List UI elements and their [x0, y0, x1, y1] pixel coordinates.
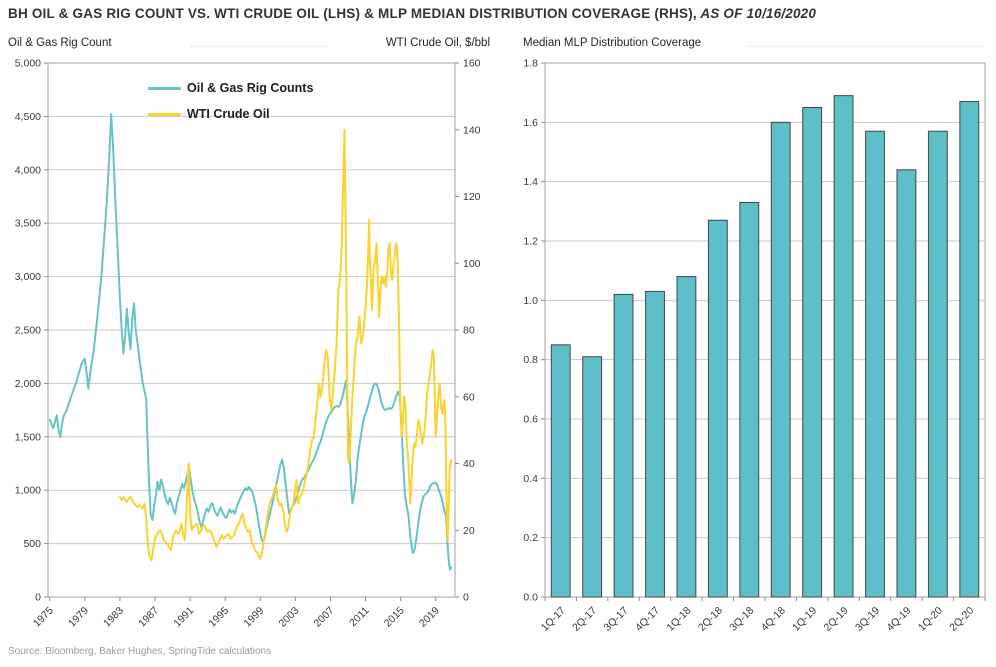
right-axis-label: 0 — [463, 592, 469, 604]
coverage-bar — [865, 130, 885, 598]
coverage-bar — [645, 290, 665, 598]
x-axis-label: 1Q-17 — [539, 605, 568, 634]
source-note: Source: Bloomberg, Baker Hughes, SpringT… — [8, 646, 272, 657]
x-axis-label: 2007 — [312, 605, 337, 630]
x-axis-label: 1987 — [136, 605, 161, 630]
x-axis-label: 2003 — [276, 605, 301, 630]
x-axis-label: 4Q-18 — [759, 605, 788, 634]
x-axis-label: 1995 — [206, 605, 231, 630]
coverage-bar — [707, 219, 728, 598]
left-chart-right-axis-title: WTI Crude Oil, $/bbl — [385, 37, 490, 49]
y-axis-label: 5,000 — [15, 58, 41, 70]
coverage-bar — [613, 293, 634, 598]
left-chart-title: Oil & Gas Rig Count — [8, 37, 112, 49]
coverage-bar — [770, 121, 791, 598]
y-axis-label: 1.2 — [523, 236, 538, 248]
coverage-bar — [582, 356, 603, 598]
dotted-leader — [748, 46, 984, 47]
x-axis-label: 1999 — [241, 605, 266, 630]
plot-border — [544, 62, 986, 598]
coverage-bar — [802, 107, 823, 598]
page-title-asof: AS OF 10/16/2020 — [696, 6, 817, 21]
coverage-bar — [833, 95, 854, 598]
x-axis-label: 1Q-19 — [790, 605, 819, 634]
coverage-bar — [550, 344, 571, 598]
legend-item-wti: WTI Crude Oil — [148, 106, 313, 122]
y-axis-label: 0.6 — [523, 414, 538, 426]
right-axis-label: 120 — [463, 191, 481, 203]
x-axis-label: 3Q-19 — [853, 605, 882, 634]
right-axis-label: 160 — [463, 58, 481, 70]
x-axis-label: 1Q-18 — [664, 605, 693, 634]
x-axis-label: 2019 — [417, 605, 442, 630]
x-axis-label: 2Q-20 — [947, 605, 976, 634]
x-axis-label: 2Q-19 — [822, 605, 851, 634]
rig-count-line — [48, 113, 453, 571]
y-axis-label: 0 — [35, 592, 41, 604]
y-axis-label: 1,000 — [15, 485, 41, 497]
y-axis-label: 1.6 — [523, 117, 538, 129]
y-axis-label: 0.0 — [523, 592, 538, 604]
coverage-bar — [959, 101, 980, 598]
x-axis-label: 1983 — [101, 605, 126, 630]
y-axis-label: 1.8 — [523, 58, 538, 70]
coverage-bar — [676, 276, 697, 598]
x-axis-label: 2015 — [382, 605, 407, 630]
mlp-coverage-bar-chart: 1.8 1.6 1.4 1.2 1.0 0.8 0.6 0.4 0.2 0.01Q-17 2Q-17… — [523, 58, 986, 634]
right-axis-label: 140 — [463, 124, 481, 136]
x-axis-label: 1979 — [66, 605, 91, 630]
legend-item-rig-counts: Oil & Gas Rig Counts — [148, 80, 313, 96]
y-axis-label: 3,000 — [15, 271, 41, 283]
x-axis-label: 2Q-17 — [570, 605, 599, 634]
x-axis-label: 1Q-20 — [916, 605, 945, 634]
page-title: BH OIL & GAS RIG COUNT VS. WTI CRUDE OIL… — [8, 6, 988, 21]
page-title-text: BH OIL & GAS RIG COUNT VS. WTI CRUDE OIL… — [8, 6, 697, 21]
y-axis-label: 4,000 — [15, 164, 41, 176]
y-axis-label: 1.0 — [523, 295, 538, 307]
x-axis-label: 4Q-17 — [633, 605, 662, 634]
coverage-bar — [739, 201, 760, 598]
x-axis-label: 1991 — [171, 605, 196, 630]
x-axis-label: 3Q-18 — [727, 605, 756, 634]
x-axis-label: 3Q-17 — [602, 605, 631, 634]
x-axis-label: 2011 — [347, 605, 372, 630]
rig-wti-line-chart: 5,000 4,500 4,000 3,500 3,000 2,500 2,000 1,500… — [15, 58, 481, 630]
right-axis-label: 80 — [463, 325, 475, 337]
right-axis-label: 20 — [463, 525, 475, 537]
y-axis-label: 0.8 — [523, 354, 538, 366]
right-chart-title: Median MLP Distribution Coverage — [523, 37, 702, 49]
right-axis-label: 100 — [463, 258, 481, 270]
wti-line-swatch — [148, 112, 181, 116]
plot-border — [47, 62, 456, 598]
y-axis-label: 1,500 — [15, 431, 41, 443]
y-axis-label: 500 — [23, 538, 41, 550]
y-axis-label: 0.4 — [523, 473, 538, 485]
right-axis-label: 60 — [463, 391, 475, 403]
x-axis-label: 2Q-18 — [696, 605, 725, 634]
rig-counts-line-swatch — [148, 86, 181, 90]
coverage-bar — [896, 169, 917, 598]
x-axis-label: 1975 — [31, 605, 56, 630]
legend-label-wti: WTI Crude Oil — [187, 107, 270, 121]
y-axis-label: 3,500 — [15, 218, 41, 230]
y-axis-label: 2,000 — [15, 378, 41, 390]
dotted-leader — [190, 46, 328, 47]
y-axis-label: 1.4 — [523, 176, 538, 188]
y-axis-label: 2,500 — [15, 325, 41, 337]
legend: Oil & Gas Rig Counts WTI Crude Oil — [148, 80, 313, 132]
right-axis-label: 40 — [463, 458, 475, 470]
y-axis-label: 0.2 — [523, 532, 538, 544]
x-axis-label: 4Q-19 — [884, 605, 913, 634]
wti-crude-line — [118, 128, 453, 562]
y-axis-label: 4,500 — [15, 111, 41, 123]
coverage-bar — [927, 130, 948, 598]
legend-label-rig-counts: Oil & Gas Rig Counts — [187, 81, 314, 95]
